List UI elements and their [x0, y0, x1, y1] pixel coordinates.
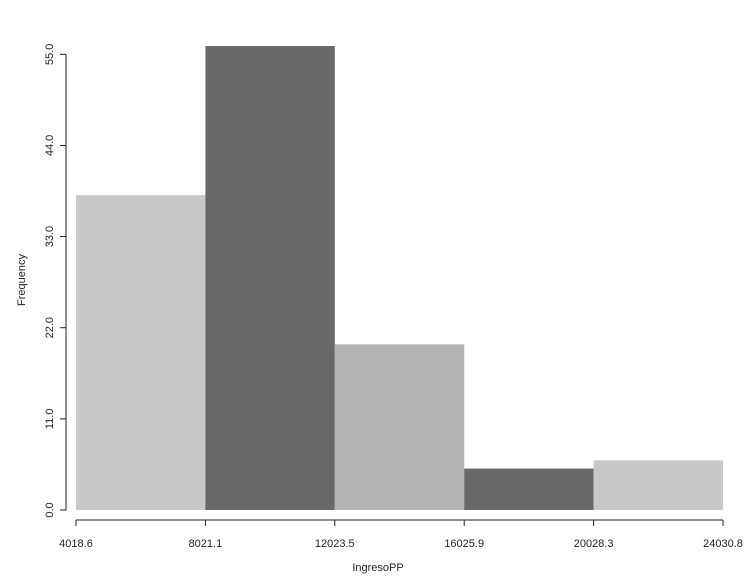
bar — [593, 460, 723, 510]
bar — [205, 46, 335, 510]
y-axis-label: Frequency — [16, 254, 28, 306]
x-tick-label: 24030.8 — [703, 538, 743, 550]
y-tick-label: 0.0 — [44, 502, 56, 517]
x-tick-label: 4018.6 — [59, 538, 93, 550]
y-tick-label: 44.0 — [44, 135, 56, 156]
x-tick-label: 12023.5 — [315, 538, 355, 550]
bar — [334, 344, 465, 510]
y-tick-label: 33.0 — [44, 226, 56, 247]
y-tick-label: 22.0 — [44, 317, 56, 338]
bar — [464, 468, 594, 510]
y-tick-label: 11.0 — [44, 409, 56, 430]
x-axis-label: IngresoPP — [352, 562, 403, 574]
x-tick-label: 20028.3 — [574, 538, 614, 550]
bar — [76, 195, 206, 510]
x-tick-label: 16025.9 — [444, 538, 484, 550]
x-tick-label: 8021.1 — [189, 538, 223, 550]
y-tick-label: 55.0 — [44, 44, 56, 65]
